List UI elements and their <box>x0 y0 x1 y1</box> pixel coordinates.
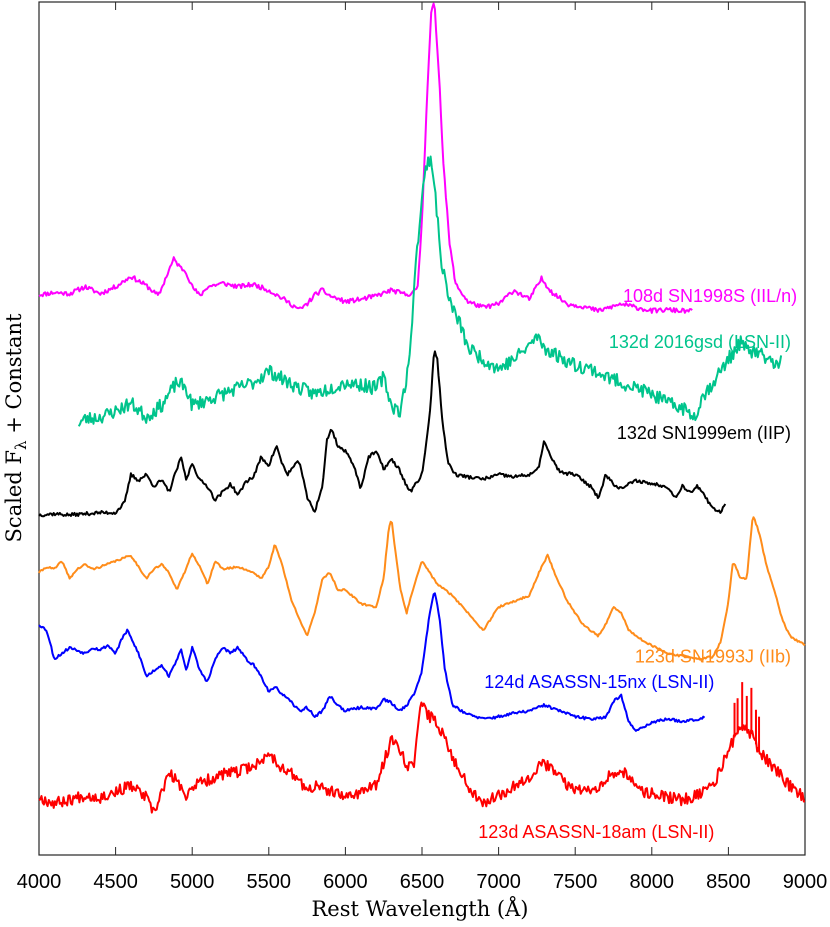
series-label: 132d 2016gsd (LSN-II) <box>609 332 791 352</box>
series-label: 123d ASASSN-18am (LSN-II) <box>478 822 714 842</box>
series-label: 108d SN1998S (IIL/n) <box>623 286 797 306</box>
series-line <box>38 350 727 518</box>
series-layer <box>38 2 806 814</box>
series-line <box>38 2 693 314</box>
y-axis-label-tail: + Constant <box>2 313 26 440</box>
y-axis-label-main: Scaled F <box>2 450 26 543</box>
series-line <box>38 701 806 814</box>
series-label: 124d ASASSN-15nx (LSN-II) <box>484 672 714 692</box>
x-axis-label: Rest Wavelength (Å) <box>311 896 528 921</box>
series-labels: 108d SN1998S (IIL/n) 132d 2016gsd (LSN-II… <box>478 286 797 842</box>
x-tick-label: 5500 <box>247 871 292 893</box>
y-axis-label: Scaled Fλ + Constant <box>2 313 30 542</box>
x-tick-label: 5000 <box>170 871 215 893</box>
plot-axes: 4000 4500 5000 5500 6000 6500 7000 7500 8000 8500… <box>17 1 828 893</box>
series-line <box>77 155 783 427</box>
y-axis-label-subscript: λ <box>12 440 30 450</box>
series-label: 123d SN1993J (IIb) <box>635 647 791 667</box>
x-tick-label: 6500 <box>400 871 445 893</box>
x-tick-label: 7500 <box>553 871 598 893</box>
series-line <box>38 516 806 661</box>
x-tick-label: 4000 <box>17 871 62 893</box>
series-line <box>38 592 706 732</box>
series-label: 132d SN1999em (IIP) <box>617 423 791 443</box>
x-tick-label: 8000 <box>630 871 675 893</box>
x-tick-label: 6000 <box>323 871 368 893</box>
x-tick-label: 7000 <box>476 871 521 893</box>
x-tick-label: 8500 <box>706 871 751 893</box>
x-tick-label: 4500 <box>93 871 138 893</box>
x-tick-label: 9000 <box>783 871 828 893</box>
